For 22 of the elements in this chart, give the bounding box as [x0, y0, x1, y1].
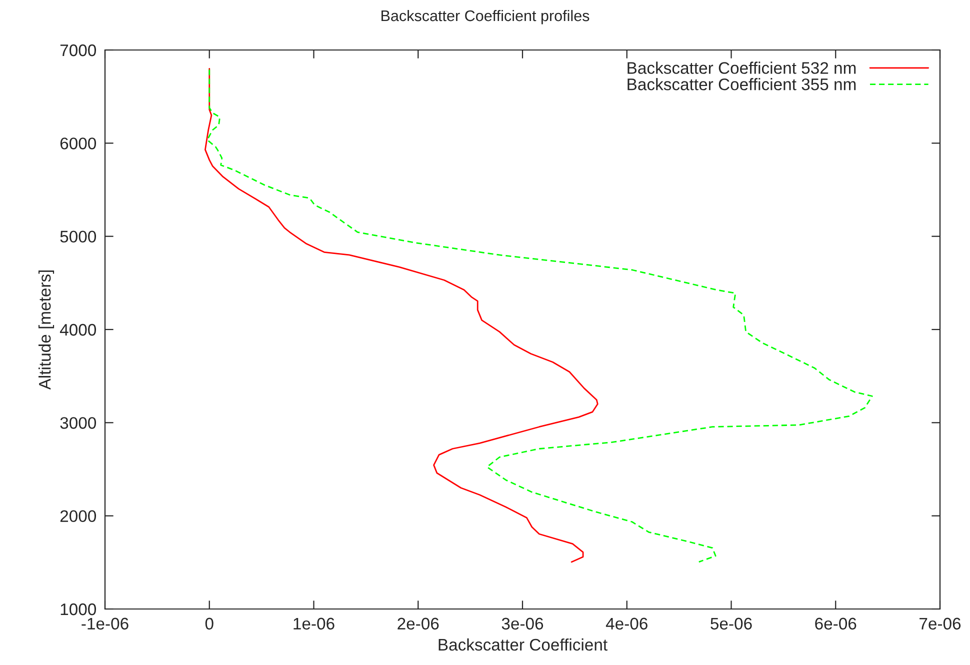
y-tick-label: 5000: [60, 230, 96, 243]
line-series: [204, 68, 598, 563]
y-tick-label: 7000: [60, 44, 96, 56]
x-tick-label: 5e-06: [710, 618, 752, 630]
x-axis-title: Backscatter Coefficient: [438, 638, 608, 651]
y-tick-label: 4000: [60, 324, 96, 336]
x-tick-label: 7e-06: [920, 618, 961, 630]
y-tick-label: 6000: [60, 138, 96, 150]
legend-label: Backscatter Coefficient 532 nm: [628, 62, 856, 74]
x-tick-label: 4e-06: [606, 618, 648, 630]
chart-title: Backscatter Coefficient profiles: [382, 10, 590, 24]
y-tick-label: 1000: [60, 603, 96, 616]
x-tick-label: -1e-06: [82, 618, 128, 630]
y-axis-title: Altitude [meters]: [38, 270, 54, 390]
y-tick-label: 2000: [60, 510, 96, 522]
y-tick-label: 3000: [60, 417, 96, 429]
x-tick-label: 6e-06: [815, 618, 856, 630]
x-tick-label: 1e-06: [294, 618, 334, 630]
x-tick-label: 3e-06: [502, 618, 544, 630]
legend-label: Backscatter Coefficient 355 nm: [628, 78, 856, 90]
x-tick-label: 0: [205, 618, 214, 630]
x-tick-label: 2e-06: [398, 618, 439, 630]
